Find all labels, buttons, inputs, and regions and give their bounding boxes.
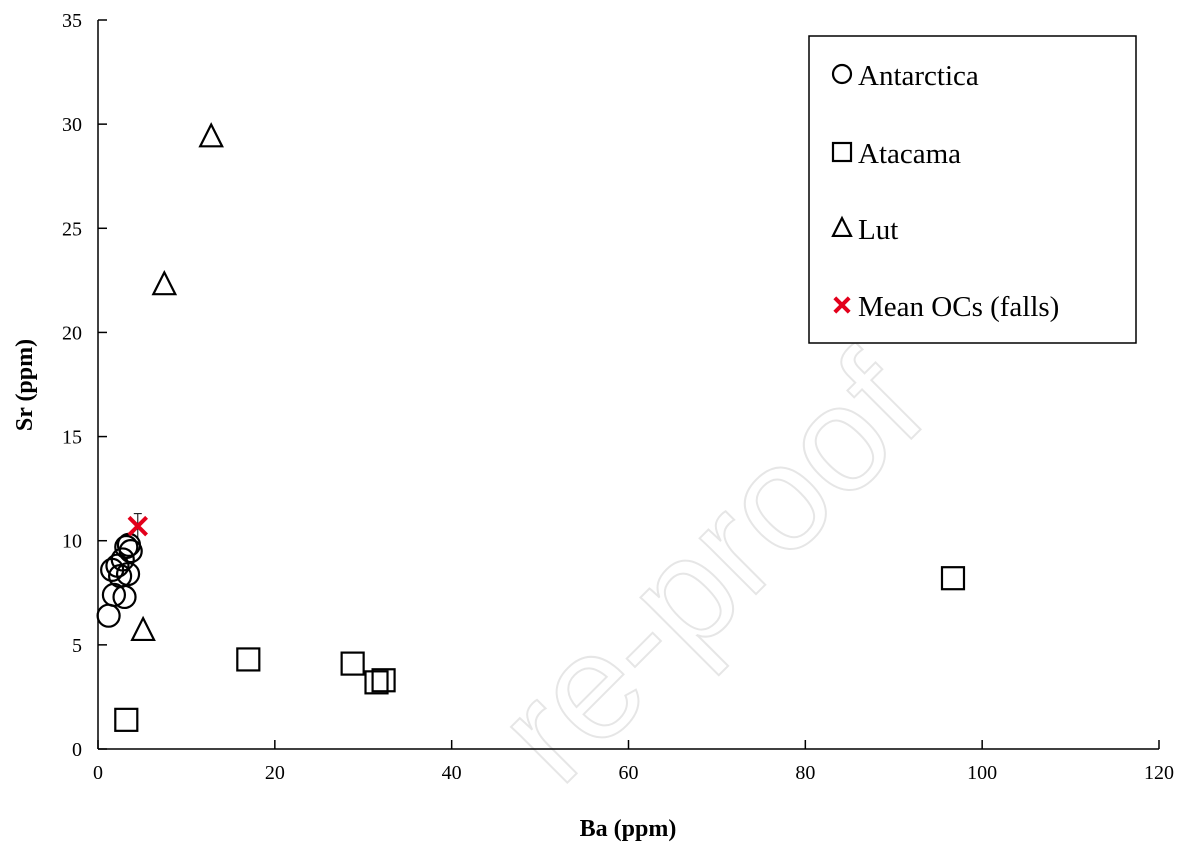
y-ticks: 0 5 10 15 20 25 30 35 — [62, 10, 107, 761]
x-tick-label: 0 — [93, 762, 103, 784]
y-tick-label: 5 — [72, 635, 82, 657]
data-point — [130, 615, 156, 642]
x-tick-label: 100 — [967, 762, 997, 784]
data-point — [364, 670, 389, 695]
legend-item: Mean OCs (falls) — [833, 291, 1059, 323]
data-point — [118, 539, 143, 564]
data-point — [340, 651, 365, 676]
data-point — [151, 269, 178, 296]
x-tick-label: 80 — [795, 762, 815, 784]
y-tick-label: 20 — [62, 322, 82, 344]
legend: Antarctica Atacama Lut Mean OCs (falls) — [808, 35, 1137, 344]
y-tick-label: 30 — [62, 114, 82, 136]
legend-marker — [831, 63, 853, 85]
legend-label: Antarctica — [858, 60, 979, 92]
data-marks — [96, 122, 966, 732]
data-point — [236, 647, 261, 672]
legend-box — [808, 35, 1137, 344]
x-axis-title: Ba (ppm) — [580, 816, 677, 842]
legend-label: Atacama — [858, 138, 961, 170]
legend-marker — [833, 296, 851, 314]
x-tick-label: 40 — [442, 762, 462, 784]
data-point — [110, 547, 135, 572]
watermark: re-proof — [464, 322, 954, 812]
data-point — [96, 603, 121, 628]
data-point — [114, 707, 139, 732]
series-circle — [96, 532, 143, 628]
y-tick-label: 15 — [62, 427, 82, 449]
x-tick-label: 20 — [265, 762, 285, 784]
legend-label: Mean OCs (falls) — [858, 291, 1059, 323]
data-point — [127, 515, 149, 537]
y-tick-label: 10 — [62, 531, 82, 553]
data-point — [114, 534, 139, 560]
data-point — [112, 584, 137, 610]
y-tick-label: 35 — [62, 10, 82, 32]
x-tick-label: 120 — [1144, 762, 1174, 784]
x-ticks: 0 20 40 60 80 100 120 — [93, 740, 1174, 784]
y-axis-title: Sr (ppm) — [12, 339, 38, 431]
series-x — [127, 513, 149, 539]
data-point — [371, 668, 396, 693]
legend-marker — [831, 141, 853, 163]
series-triangle — [130, 122, 224, 642]
legend-item: Atacama — [831, 138, 961, 170]
y-tick-label: 0 — [72, 739, 82, 761]
legend-item: Lut — [831, 214, 898, 246]
y-tick-label: 25 — [62, 218, 82, 240]
data-point — [115, 561, 141, 587]
legend-marker — [831, 215, 853, 238]
data-point — [940, 566, 966, 591]
data-point — [198, 122, 224, 148]
legend-label: Lut — [858, 214, 898, 246]
legend-item: Antarctica — [831, 60, 979, 92]
x-tick-label: 60 — [619, 762, 639, 784]
series-square — [114, 566, 966, 732]
